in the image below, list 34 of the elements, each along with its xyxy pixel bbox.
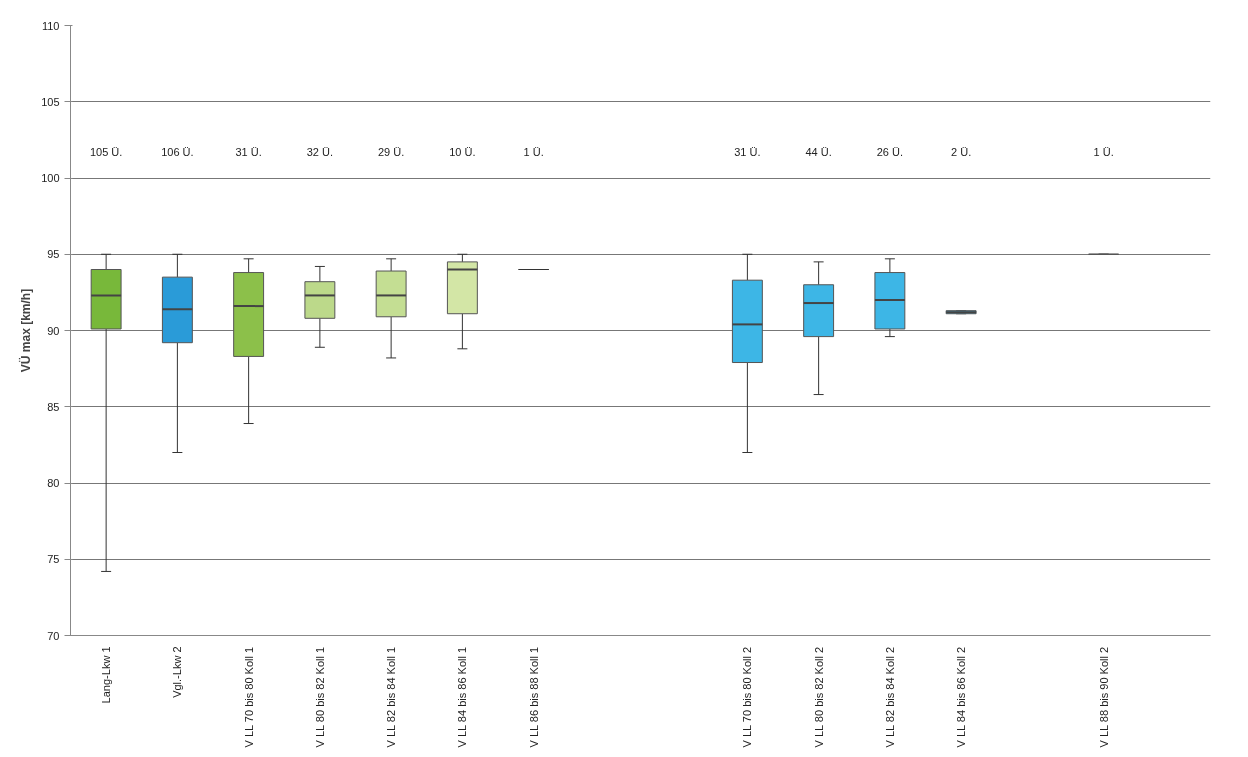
annotation: 32 Ü.	[306, 145, 334, 158]
y-tick-label: 100	[41, 172, 60, 184]
annotation: 31 Ü.	[734, 145, 761, 158]
annotation: 31 Ü.	[235, 145, 262, 158]
annotation: 10 Ü.	[449, 145, 476, 158]
y-tick-label: 80	[47, 477, 60, 489]
x-tick-label: V LL 84 bis 86 Koll 2	[955, 646, 968, 748]
x-tick-label: V LL 80 bis 82 Koll 1	[313, 646, 326, 748]
x-tick-label: V LL 88 bis 90 Koll 2	[1097, 646, 1110, 748]
annotation: 105 Ü.	[89, 145, 123, 158]
x-tick-label: V LL 80 bis 82 Koll 2	[812, 646, 825, 748]
annotation: 29 Ü.	[377, 145, 405, 158]
annotation: 106 Ü.	[161, 145, 194, 158]
x-tick-label: V LL 70 bis 80 Koll 1	[242, 646, 255, 748]
x-tick-label: V LL 86 bis 88 Koll 1	[527, 646, 540, 748]
annotation: 2 Ü.	[951, 145, 972, 158]
annotation: 44 Ü.	[805, 145, 832, 158]
y-tick-label: 85	[47, 400, 60, 413]
y-axis-title: VÜ max [km/h]	[18, 288, 34, 373]
x-tick-label: Lang-Lkw 1	[100, 646, 113, 704]
y-tick-label: 110	[41, 19, 60, 32]
x-tick-label: V LL 84 bis 86 Koll 1	[456, 646, 469, 748]
y-tick-label: 95	[47, 248, 60, 261]
y-tick-label: 90	[47, 324, 60, 337]
x-tick-label: V LL 82 bis 84 Koll 1	[385, 646, 398, 748]
y-tick-label: 75	[47, 553, 60, 566]
y-tick-label: 70	[47, 629, 60, 642]
annotation: 1 Ü.	[523, 145, 544, 158]
annotation: 1 Ü.	[1093, 145, 1114, 158]
x-tick-label: Vgl.-Lkw 2	[171, 646, 184, 698]
y-tick-label: 105	[41, 95, 60, 108]
x-tick-label: V LL 82 bis 84 Koll 2	[883, 646, 896, 748]
x-tick-label: V LL 70 bis 80 Koll 2	[741, 646, 754, 748]
annotation: 26 Ü.	[876, 145, 904, 158]
